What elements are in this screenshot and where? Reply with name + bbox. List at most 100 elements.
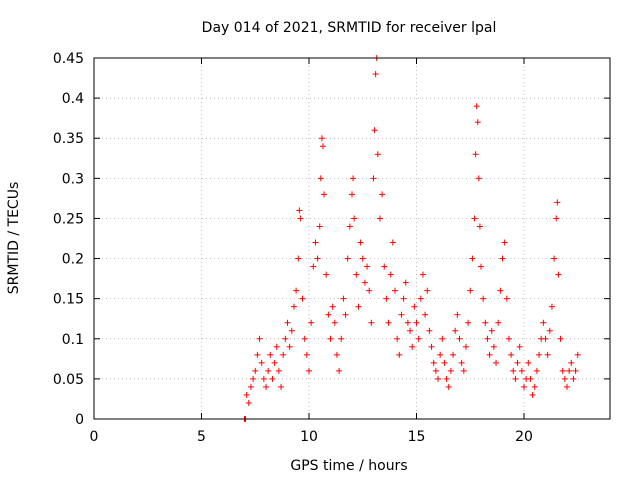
data-point bbox=[400, 295, 407, 302]
data-point bbox=[475, 175, 482, 182]
data-point bbox=[394, 335, 401, 342]
data-point bbox=[512, 375, 519, 382]
y-axis-label: SRMTID / TECUs bbox=[6, 182, 22, 295]
data-point bbox=[497, 287, 504, 294]
data-point bbox=[247, 383, 254, 390]
data-point bbox=[284, 319, 291, 326]
data-point bbox=[557, 335, 564, 342]
data-point bbox=[359, 255, 366, 262]
data-point bbox=[551, 255, 558, 262]
data-point bbox=[357, 239, 364, 246]
data-point bbox=[490, 343, 497, 350]
data-point bbox=[336, 367, 343, 374]
data-point bbox=[493, 359, 500, 366]
data-point bbox=[460, 367, 467, 374]
data-point bbox=[521, 383, 527, 390]
data-point bbox=[467, 287, 474, 294]
data-point bbox=[299, 295, 306, 302]
data-point bbox=[419, 271, 426, 278]
data-point bbox=[303, 351, 310, 358]
data-point bbox=[508, 351, 515, 358]
data-point bbox=[447, 367, 454, 374]
data-point bbox=[385, 319, 392, 326]
data-point bbox=[379, 191, 386, 198]
chart-title: Day 014 of 2021, SRMTID for receiver lpa… bbox=[202, 20, 497, 36]
data-point bbox=[554, 199, 561, 206]
x-tick-label: 15 bbox=[408, 429, 426, 445]
data-point bbox=[488, 327, 495, 334]
data-point bbox=[486, 351, 493, 358]
data-point bbox=[428, 343, 435, 350]
data-point bbox=[267, 351, 274, 358]
data-point bbox=[407, 327, 414, 334]
data-point bbox=[290, 303, 297, 310]
data-point bbox=[443, 375, 450, 382]
data-point bbox=[263, 383, 269, 390]
data-point bbox=[383, 295, 390, 302]
data-point bbox=[325, 311, 332, 318]
data-point bbox=[462, 343, 469, 350]
y-tick-label: 0.05 bbox=[53, 372, 84, 388]
y-tick-label: 0.2 bbox=[62, 252, 84, 268]
data-point bbox=[310, 263, 317, 270]
data-point bbox=[316, 223, 323, 230]
data-point bbox=[340, 295, 347, 302]
data-point bbox=[564, 383, 570, 390]
data-point bbox=[258, 359, 265, 366]
data-point bbox=[318, 135, 325, 142]
data-point bbox=[308, 319, 315, 326]
data-point bbox=[404, 319, 411, 326]
data-point bbox=[574, 351, 581, 358]
data-point bbox=[301, 335, 308, 342]
data-point bbox=[553, 215, 560, 222]
data-point bbox=[368, 319, 375, 326]
data-point bbox=[484, 335, 491, 342]
data-point bbox=[387, 271, 394, 278]
y-tick-label: 0.15 bbox=[53, 292, 84, 308]
data-point bbox=[286, 343, 293, 350]
data-point bbox=[338, 335, 345, 342]
data-point bbox=[531, 383, 538, 390]
y-tick-label: 0.45 bbox=[53, 51, 84, 67]
data-point bbox=[503, 295, 510, 302]
grid-lines bbox=[94, 58, 610, 419]
data-point bbox=[273, 343, 280, 350]
data-point bbox=[568, 359, 575, 366]
data-points bbox=[241, 55, 581, 422]
data-point bbox=[480, 295, 487, 302]
y-tick-label: 0.1 bbox=[62, 332, 84, 348]
data-point bbox=[342, 311, 349, 318]
plot-frame bbox=[93, 57, 611, 420]
data-point bbox=[317, 175, 324, 182]
data-point bbox=[252, 367, 259, 374]
data-point bbox=[450, 351, 457, 358]
data-point bbox=[499, 255, 506, 262]
data-point bbox=[478, 263, 484, 270]
data-point bbox=[288, 327, 295, 334]
x-tick-label: 10 bbox=[300, 429, 318, 445]
data-point bbox=[570, 375, 577, 382]
data-point bbox=[435, 375, 441, 382]
data-point bbox=[260, 375, 267, 382]
data-point bbox=[465, 319, 472, 326]
data-point bbox=[314, 255, 321, 262]
data-point bbox=[426, 327, 433, 334]
data-point bbox=[474, 119, 481, 126]
data-point bbox=[350, 175, 357, 182]
data-point bbox=[296, 207, 303, 214]
data-point bbox=[331, 319, 338, 326]
data-point bbox=[501, 239, 508, 246]
data-point bbox=[495, 319, 502, 326]
data-point bbox=[366, 287, 373, 294]
data-point bbox=[482, 319, 489, 326]
data-point bbox=[297, 215, 304, 222]
data-point bbox=[514, 359, 521, 366]
data-point bbox=[546, 327, 553, 334]
data-point bbox=[561, 375, 568, 382]
x-axis-label: GPS time / hours bbox=[290, 458, 407, 474]
data-point bbox=[243, 391, 250, 398]
data-point bbox=[540, 319, 547, 326]
data-point bbox=[430, 359, 437, 366]
data-point bbox=[306, 367, 312, 374]
data-point bbox=[505, 335, 512, 342]
